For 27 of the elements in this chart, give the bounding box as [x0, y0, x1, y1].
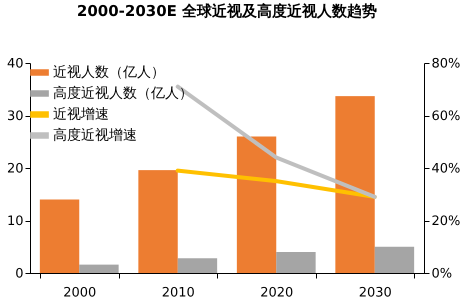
x-tick-label: 2030 [358, 286, 392, 300]
y-tick-label: 40 [6, 56, 24, 72]
bar [178, 258, 218, 273]
x-tick-label: 2010 [162, 286, 195, 300]
y2-tick-label: 20% [432, 214, 460, 229]
y-tick-label: 20 [6, 162, 24, 176]
y-tick-label: 10 [6, 214, 24, 229]
y-tick-label: 0 [15, 266, 24, 282]
y2-tick-label: 80% [432, 56, 460, 72]
legend-label: 近视增速 [53, 106, 109, 122]
x-tick-label: 2000 [63, 286, 96, 300]
y-tick-label: 30 [6, 109, 24, 124]
bar [374, 246, 414, 273]
y2-tick-label: 0% [432, 266, 452, 282]
bar [79, 264, 119, 273]
y2-tick-label: 40% [432, 162, 460, 176]
chart-title: 2000-2030E 全球近视及高度近视人数趋势 [76, 2, 378, 20]
bar [276, 252, 316, 273]
bar [138, 170, 178, 273]
bar [335, 96, 375, 273]
legend-label: 高度近视增速 [53, 128, 137, 144]
legend-label: 高度近视人数（亿人） [53, 86, 193, 102]
y2-tick-label: 60% [432, 109, 460, 124]
legend-label: 近视人数（亿人） [53, 64, 165, 80]
bar [236, 136, 276, 273]
bar [40, 200, 80, 273]
x-tick-label: 2020 [260, 286, 294, 300]
